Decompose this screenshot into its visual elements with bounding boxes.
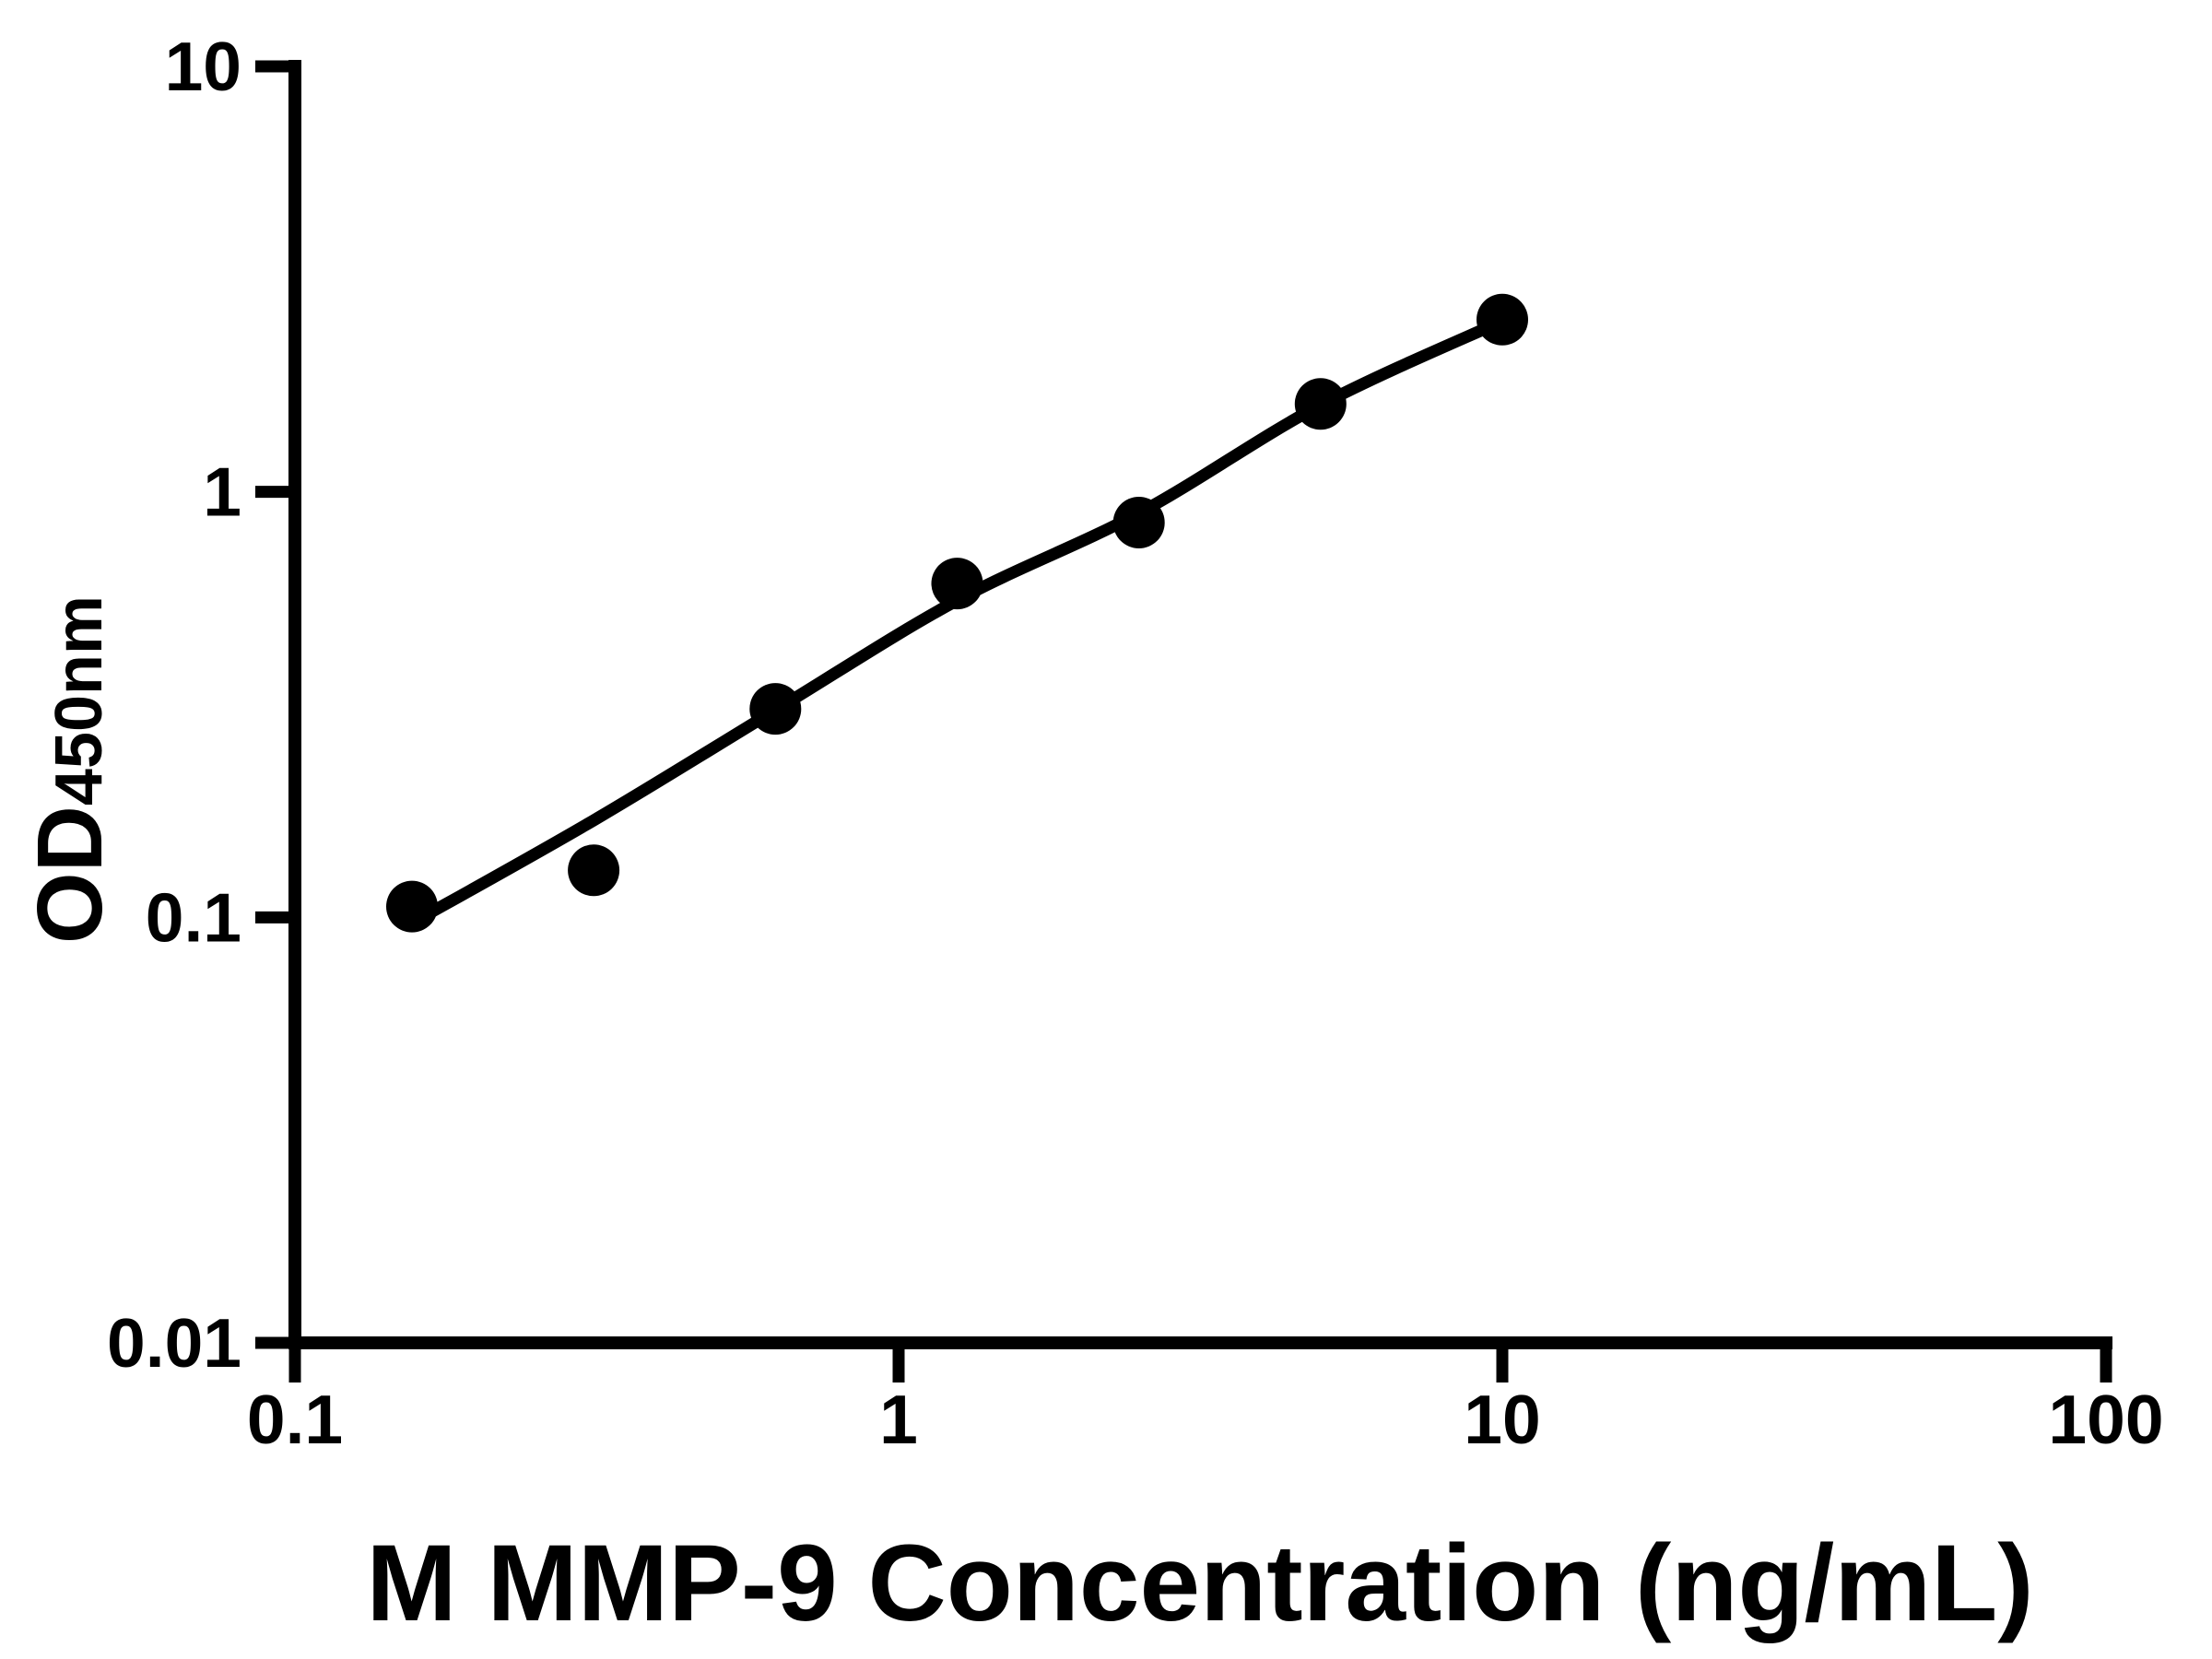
x-tick-label-0.1: 0.1 <box>247 1381 343 1458</box>
data-point-marker-3 <box>749 683 802 735</box>
data-point-marker-4 <box>931 558 983 610</box>
x-tick-label-10: 10 <box>1464 1381 1540 1458</box>
data-points-group <box>386 293 1528 933</box>
axes <box>288 60 2112 1349</box>
data-point-marker-7 <box>1477 293 1528 346</box>
data-point-marker-6 <box>1294 378 1347 430</box>
x-axis-title: M MMP-9 Concentration (ng/mL) <box>366 1523 2033 1644</box>
x-tick-label-100: 100 <box>2048 1381 2163 1458</box>
y-tick-label-10: 10 <box>165 28 241 105</box>
data-point-marker-5 <box>1112 497 1165 548</box>
data-point-marker-2 <box>568 844 620 897</box>
y-axis-title-subscript: 450nm <box>42 595 116 806</box>
x-axis-ticks: 0.1 1 10 100 <box>247 1343 2164 1458</box>
data-point-marker-1 <box>386 880 438 933</box>
y-axis-title-main: OD <box>18 806 122 944</box>
x-tick-label-1: 1 <box>879 1381 918 1458</box>
y-tick-label-0.1: 0.1 <box>146 878 241 956</box>
y-tick-label-0.01: 0.01 <box>107 1304 241 1382</box>
y-axis-ticks: 0.01 0.1 1 10 <box>107 28 295 1382</box>
y-tick-label-1: 1 <box>203 453 241 531</box>
y-axis-title: OD450nm <box>18 595 122 944</box>
